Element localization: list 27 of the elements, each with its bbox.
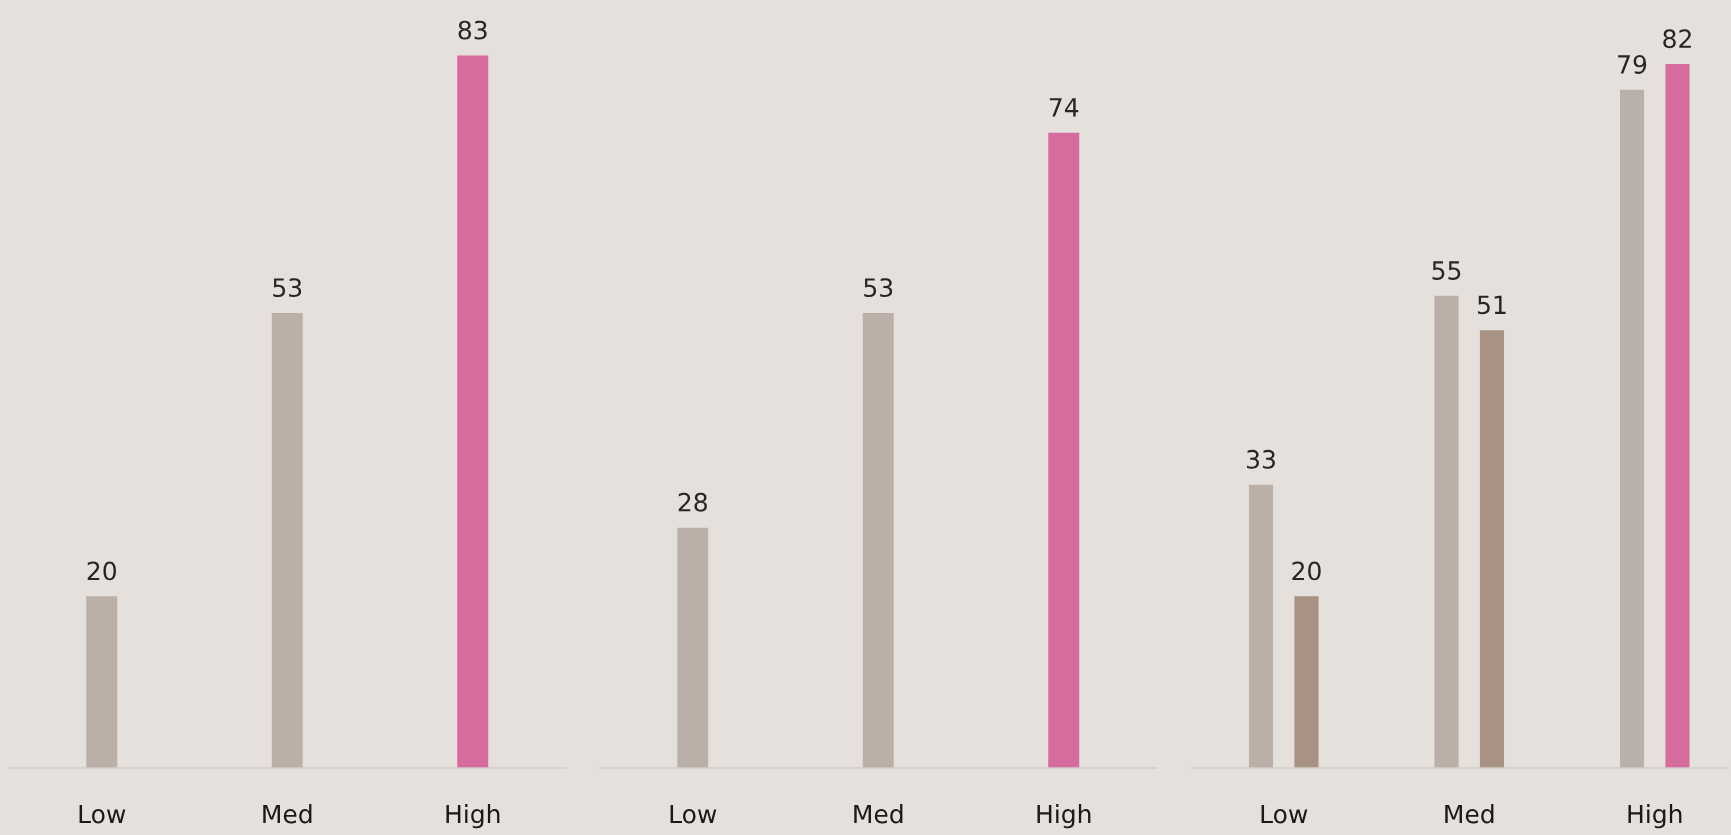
- data-label: 33: [1247, 449, 1275, 469]
- x-tick-label: Med: [263, 804, 312, 824]
- data-label: 53: [864, 278, 893, 298]
- x-tick-label: Low: [1261, 804, 1308, 824]
- bar: [1479, 330, 1505, 768]
- x-tick-label: High: [1628, 804, 1682, 829]
- bar: [1434, 295, 1459, 768]
- bar: [1665, 64, 1690, 768]
- x-tick-label: Med: [1445, 804, 1494, 824]
- bar: [1248, 484, 1274, 768]
- data-label: 53: [273, 278, 302, 298]
- x-tick-label: High: [1037, 804, 1091, 829]
- x-tick-label: Low: [670, 804, 717, 824]
- x-tick-label: High: [446, 804, 500, 829]
- data-label: 83: [458, 20, 487, 40]
- data-label: 20: [1292, 561, 1321, 581]
- data-label: 55: [1432, 261, 1461, 280]
- data-label: 82: [1663, 29, 1691, 49]
- data-label: 28: [678, 492, 707, 512]
- bar: [1294, 596, 1319, 768]
- x-tick-label: Med: [854, 804, 903, 824]
- data-label: 20: [87, 561, 116, 581]
- data-label: 74: [1049, 98, 1079, 117]
- x-tick-label: Low: [79, 804, 126, 824]
- data-label: 51: [1478, 295, 1506, 315]
- bar: [1619, 89, 1645, 768]
- data-label: 79: [1618, 54, 1647, 74]
